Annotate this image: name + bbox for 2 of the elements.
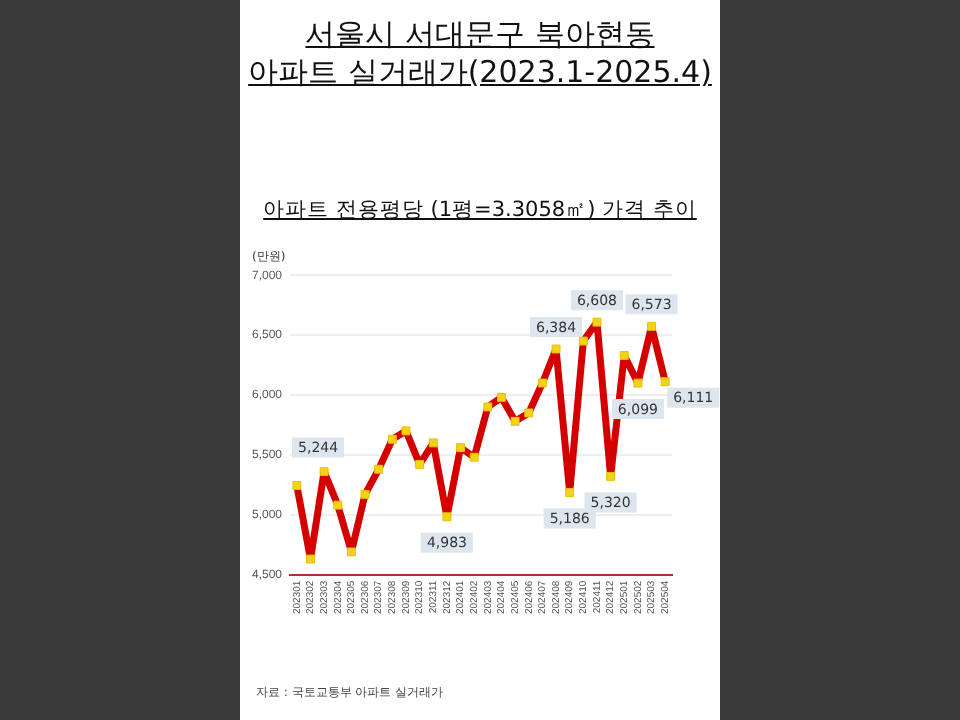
chart-subtitle: 아파트 전용평당 (1평=3.3058㎡) 가격 추이 xyxy=(261,196,699,224)
chart-title: 서울시 서대문구 북아현동 아파트 실거래가(2023.1-2025.4) xyxy=(246,16,714,92)
